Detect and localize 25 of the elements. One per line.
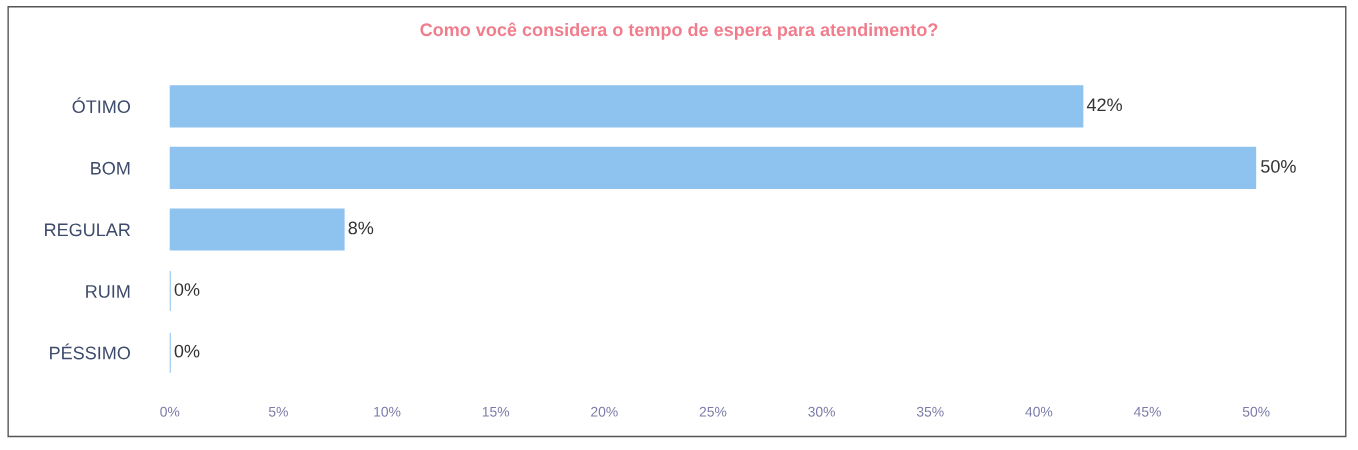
x-tick-label: 40% (1025, 406, 1053, 417)
x-tick-label: 25% (699, 406, 727, 417)
data-label: 50% (1261, 159, 1296, 173)
x-tick-label: 35% (916, 406, 944, 417)
x-tick-label: 45% (1133, 406, 1161, 417)
bar (169, 146, 1257, 189)
y-tick-label: BOM (91, 161, 130, 175)
data-label: 0% (174, 283, 200, 296)
x-tick-label: 0% (160, 406, 180, 417)
y-tick-label: RUIM (86, 285, 130, 298)
y-tick-label: REGULAR (45, 223, 131, 237)
x-tick-label: 5% (268, 406, 288, 417)
data-label: 0% (174, 344, 200, 358)
x-tick-label: 50% (1242, 406, 1270, 417)
bar (169, 208, 345, 251)
data-label: 8% (348, 221, 374, 235)
x-tick-label: 15% (482, 406, 510, 417)
x-tick-label: 30% (808, 406, 835, 417)
data-label: 42% (1086, 98, 1122, 112)
x-tick-label: 20% (591, 406, 618, 417)
y-tick-label: ÓTIMO (72, 97, 130, 114)
chart-title: Como você considera o tempo de espera para atendimento? (420, 22, 938, 40)
y-tick-label: PÉSSIMO (50, 343, 130, 360)
x-tick-label: 10% (374, 406, 401, 417)
bar (169, 85, 1084, 128)
